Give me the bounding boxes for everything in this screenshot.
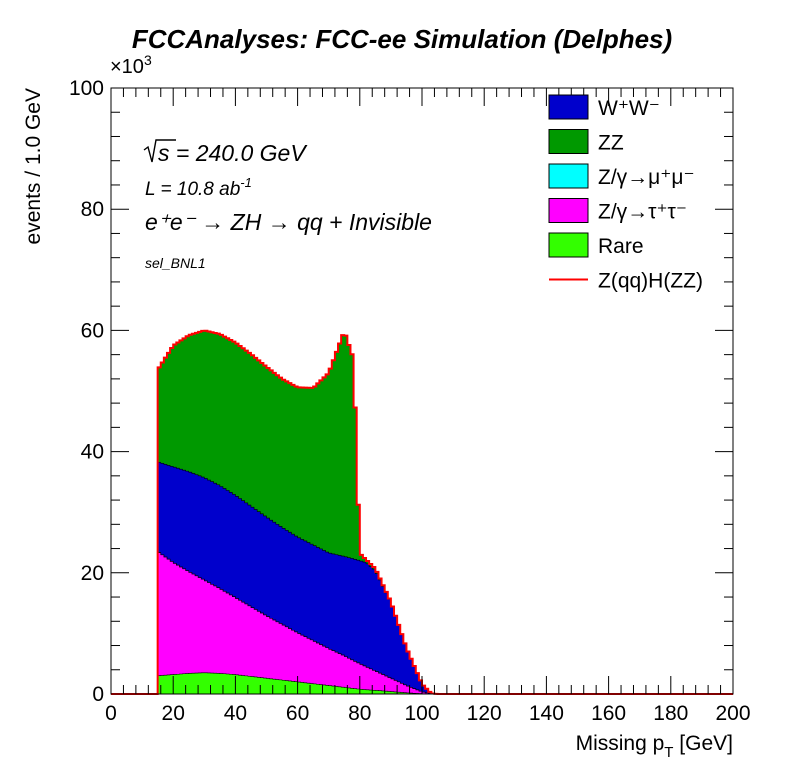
legend-swatch — [548, 129, 589, 154]
y-tick-label: 80 — [81, 198, 104, 221]
legend-entry-label: W⁺W⁻ — [598, 97, 660, 120]
y-tick-label: 100 — [69, 77, 104, 100]
y-exponent-base: ×10 — [110, 56, 144, 78]
x-axis-label-main: Missing p — [576, 732, 665, 755]
legend-entry-label: Z(qq)H(ZZ) — [598, 270, 703, 293]
x-tick-label: 60 — [286, 702, 309, 725]
x-tick-label: 100 — [404, 702, 439, 725]
legend-swatch — [548, 94, 589, 120]
y-axis-label: events / 1.0 GeV — [22, 88, 45, 244]
legend-entry-label: Z/γ→μ⁺μ⁻ — [598, 166, 695, 189]
x-axis-label: Missing pT [GeV] — [576, 732, 733, 761]
y-tick-label: 20 — [81, 562, 104, 585]
y-tick-label: 40 — [81, 441, 104, 464]
legend-swatch — [548, 198, 589, 223]
x-tick-label: 0 — [105, 702, 117, 725]
sqrt-s-annotation: s = 240.0 GeV — [143, 139, 308, 166]
x-tick-label: 120 — [467, 702, 502, 725]
legend-swatch — [548, 163, 589, 189]
y-tick-label: 0 — [92, 683, 104, 706]
overlay-line-zqq-hzz — [111, 329, 733, 695]
luminosity-text: L = 10.8 ab — [145, 179, 240, 200]
legend-swatch — [548, 232, 589, 258]
process-annotation: e⁺e⁻ → ZH → qq + Invisible — [145, 209, 432, 235]
x-axis-label-sub: T — [664, 744, 673, 761]
plot-area: 0 20 40 60 80 100 120 140 160 180 200 0 20 40 60 80 100 — [69, 77, 751, 725]
stack-area-z- — [157, 552, 441, 695]
selection-annotation: sel_BNL1 — [145, 255, 206, 271]
x-tick-label: 40 — [224, 702, 247, 725]
sqrt-s-text: s = 240.0 GeV — [158, 140, 308, 166]
luminosity-power: -1 — [240, 175, 252, 190]
chart-title: FCCAnalyses: FCC-ee Simulation (Delphes) — [132, 24, 672, 54]
luminosity-annotation: L = 10.8 ab-1 — [145, 175, 252, 200]
x-tick-label: 140 — [529, 702, 564, 725]
sqrt-symbol — [143, 139, 176, 163]
legend-entry-label: Z/γ→τ⁺τ⁻ — [598, 201, 687, 224]
y-tick-label: 60 — [81, 319, 104, 342]
y-exponent-power: 3 — [144, 52, 152, 68]
legend-entry-label: ZZ — [598, 132, 624, 155]
x-tick-label: 80 — [348, 702, 371, 725]
x-tick-label: 180 — [653, 702, 688, 725]
legend-entry-label: Rare — [598, 235, 644, 258]
x-axis-label-unit: [GeV] — [673, 732, 733, 755]
legend: W⁺W⁻ ZZ Z/γ→μ⁺μ⁻ Z/γ→τ⁺τ⁻ Rare Z(qq)H(ZZ) — [548, 94, 703, 293]
x-tick-label: 200 — [715, 702, 750, 725]
y-axis-exponent: ×103 — [110, 52, 152, 78]
x-tick-label: 160 — [591, 702, 626, 725]
x-tick-label: 20 — [162, 702, 185, 725]
